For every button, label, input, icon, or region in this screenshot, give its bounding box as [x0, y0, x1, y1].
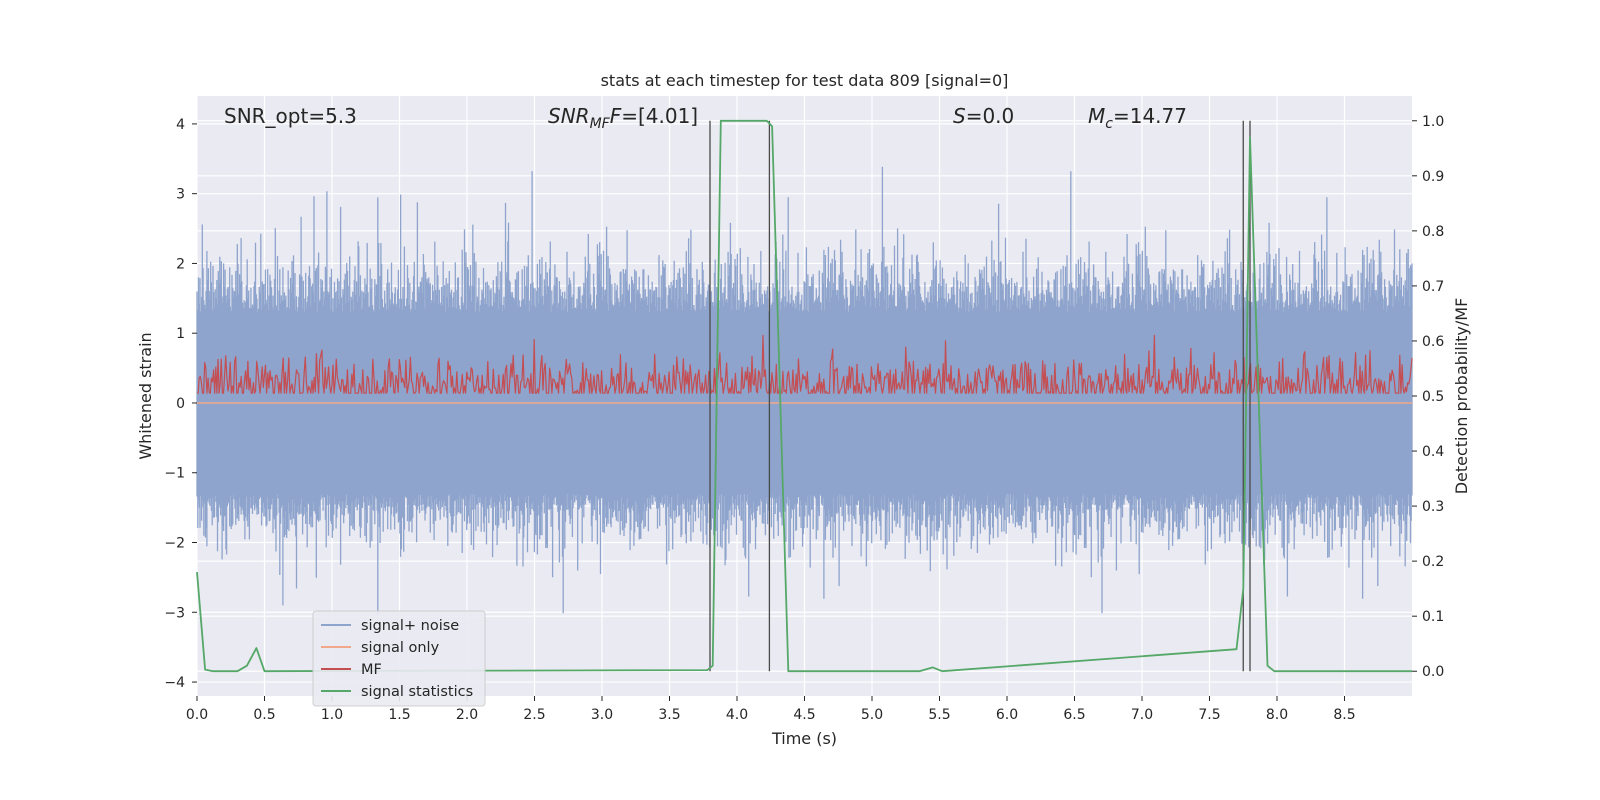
x-tick-label: 6.5 — [1063, 707, 1085, 723]
x-tick-label: 1.5 — [388, 707, 410, 723]
y-ticks: −4 −3 −2 −1 0 1 2 3 4 — [164, 117, 197, 691]
x-tick-label: 5.5 — [928, 707, 950, 723]
annotation: SNRMFF=[4.01] — [548, 104, 698, 132]
x-tick-label: 2.5 — [523, 707, 545, 723]
x-tick-label: 3.5 — [658, 707, 680, 723]
x-tick-label: 6.0 — [996, 707, 1018, 723]
y2-tick-label: 0.1 — [1422, 609, 1444, 625]
y2-axis-label: Detection probability/MF — [1452, 298, 1471, 495]
x-tick-label: 4.5 — [793, 707, 815, 723]
y2-tick-label: 0.7 — [1422, 279, 1444, 295]
y-tick-label: −1 — [164, 466, 185, 482]
y-tick-label: −4 — [164, 675, 185, 691]
mf-series — [197, 334, 1413, 394]
chart-title: stats at each timestep for test data 809… — [601, 71, 1009, 90]
x-tick-label: 7.0 — [1131, 707, 1153, 723]
annotation: S=0.0 — [953, 104, 1014, 128]
y2-tick-label: 0.8 — [1422, 224, 1444, 240]
y2-tick-label: 0.6 — [1422, 334, 1444, 350]
annotation: Mc=14.77 — [1088, 104, 1187, 132]
y2-tick-label: 0.4 — [1422, 444, 1444, 460]
y2-tick-label: 0.5 — [1422, 389, 1444, 405]
y2-tick-label: 1.0 — [1422, 114, 1444, 130]
y-tick-label: −3 — [164, 605, 185, 621]
x-ticks: 0.0 0.5 1.0 1.5 2.0 2.5 3.0 3.5 4.0 4.5 5.0 5.5 6.0 6… — [186, 696, 1356, 723]
legend-entry: signal+ noise — [361, 618, 459, 634]
x-tick-label: 3.0 — [591, 707, 613, 723]
x-tick-label: 7.5 — [1198, 707, 1220, 723]
legend: signal+ noise signal only MF signal statist… — [312, 610, 486, 707]
legend-box — [312, 610, 486, 707]
y-tick-label: 1 — [176, 326, 185, 342]
annotations: SNR_opt=5.3 SNRMFF=[4.01] S=0.0 Mc=14.77 — [224, 104, 1187, 132]
y-tick-label: 4 — [176, 117, 185, 133]
y2-tick-label: 0.0 — [1422, 664, 1444, 680]
x-tick-label: 0.0 — [186, 707, 208, 723]
y-tick-label: 3 — [176, 187, 185, 203]
legend-entry: signal only — [361, 640, 440, 656]
x-tick-label: 5.0 — [861, 707, 883, 723]
y2-tick-label: 0.2 — [1422, 554, 1444, 570]
legend-entry: signal statistics — [361, 684, 473, 700]
x-tick-label: 4.0 — [726, 707, 748, 723]
signal-statistics-series — [196, 119, 1412, 673]
y2-tick-label: 0.3 — [1422, 499, 1444, 515]
x-tick-label: 0.5 — [253, 707, 275, 723]
y2-ticks: 0.0 0.1 0.2 0.3 0.4 0.5 0.6 0.7 0.8 0.9 1.0 — [1412, 114, 1444, 680]
x-tick-label: 1.0 — [321, 707, 343, 723]
x-tick-label: 8.0 — [1266, 707, 1288, 723]
x-axis-label: Time (s) — [771, 729, 837, 748]
y-tick-label: 0 — [176, 396, 185, 412]
legend-entry: MF — [361, 662, 382, 678]
y2-tick-label: 0.9 — [1422, 169, 1444, 185]
annotation: SNR_opt=5.3 — [224, 104, 357, 128]
y-axis-label: Whitened strain — [136, 332, 155, 459]
y-tick-label: −2 — [164, 536, 185, 552]
x-tick-label: 2.0 — [456, 707, 478, 723]
x-tick-label: 8.5 — [1333, 707, 1355, 723]
signal-statistics-line — [196, 119, 1412, 673]
y-tick-label: 2 — [176, 256, 185, 272]
mf-trace — [197, 334, 1413, 394]
